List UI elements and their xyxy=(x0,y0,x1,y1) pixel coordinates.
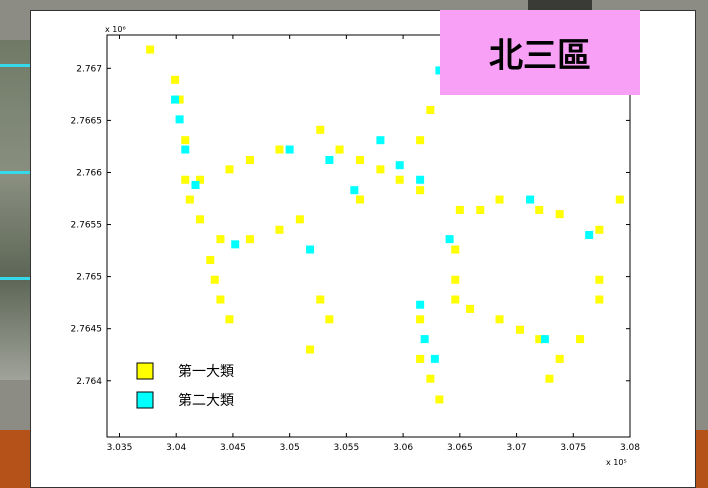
point xyxy=(456,206,464,214)
point xyxy=(356,196,364,204)
point xyxy=(595,276,603,284)
legend-label: 第二大類 xyxy=(178,392,234,409)
point xyxy=(556,355,564,363)
point xyxy=(306,246,314,254)
point xyxy=(171,76,179,84)
point xyxy=(451,276,459,284)
point xyxy=(226,315,234,323)
x-tick-label: 3.045 xyxy=(220,443,246,453)
legend-label: 第一大類 xyxy=(178,363,234,380)
point xyxy=(211,276,219,284)
point xyxy=(416,136,424,144)
slide: 3.035 3.04 3.045 3.05 3.055 3.06 3.065 3.07 3.07… xyxy=(0,0,708,488)
point xyxy=(466,305,474,313)
point xyxy=(421,335,429,343)
point xyxy=(396,176,404,184)
point xyxy=(356,156,364,164)
x-tick-label: 3.06 xyxy=(393,443,413,453)
point xyxy=(325,315,333,323)
point xyxy=(526,196,534,204)
point xyxy=(585,231,593,239)
x-tick-label: 3.07 xyxy=(507,443,527,453)
point xyxy=(595,296,603,304)
point xyxy=(416,176,424,184)
point xyxy=(576,335,584,343)
x-tick-label: 3.035 xyxy=(107,443,133,453)
point xyxy=(325,156,333,164)
point xyxy=(275,226,283,234)
y-tick-label: 2.7645 xyxy=(71,325,103,335)
point xyxy=(496,315,504,323)
y-tick-label: 2.766 xyxy=(76,168,102,178)
point xyxy=(246,156,254,164)
y-exponent: x 10⁶ xyxy=(105,25,126,34)
point xyxy=(146,46,154,54)
point xyxy=(246,235,254,243)
point xyxy=(396,161,404,169)
point xyxy=(616,196,624,204)
point xyxy=(446,235,454,243)
point xyxy=(336,146,344,154)
y-tick-label: 2.764 xyxy=(76,377,102,387)
point xyxy=(556,210,564,218)
point xyxy=(181,136,189,144)
y-tick-label: 2.765 xyxy=(76,273,102,283)
point xyxy=(350,186,358,194)
point xyxy=(451,246,459,254)
point xyxy=(306,346,314,354)
point xyxy=(476,206,484,214)
point xyxy=(181,176,189,184)
x-tick-label: 3.08 xyxy=(620,443,640,453)
point xyxy=(516,326,524,334)
y-tick-label: 2.7665 xyxy=(71,116,103,126)
y-tick-label: 2.767 xyxy=(76,64,102,74)
point xyxy=(216,296,224,304)
point xyxy=(535,206,543,214)
point xyxy=(426,375,434,383)
point xyxy=(196,215,204,223)
point xyxy=(595,226,603,234)
point xyxy=(186,196,194,204)
x-tick-label: 3.055 xyxy=(333,443,359,453)
x-exponent: x 10⁵ xyxy=(606,458,627,467)
point xyxy=(376,136,384,144)
point xyxy=(231,240,239,248)
x-tick-label: 3.065 xyxy=(447,443,473,453)
point xyxy=(416,355,424,363)
point xyxy=(435,396,443,404)
point xyxy=(171,96,179,104)
point xyxy=(416,301,424,309)
point xyxy=(376,165,384,173)
point xyxy=(431,355,439,363)
legend-swatch xyxy=(137,392,153,408)
y-tick-label: 2.7655 xyxy=(71,221,103,231)
x-tick-label: 3.075 xyxy=(560,443,586,453)
region-label: 北三區 xyxy=(440,10,640,95)
point xyxy=(496,196,504,204)
point xyxy=(216,235,224,243)
point xyxy=(541,335,549,343)
point xyxy=(416,315,424,323)
point xyxy=(275,146,283,154)
x-tick-label: 3.04 xyxy=(166,443,186,453)
point xyxy=(451,296,459,304)
legend-swatch xyxy=(137,363,153,379)
point xyxy=(181,146,189,154)
point xyxy=(226,165,234,173)
point xyxy=(176,115,184,123)
point xyxy=(191,181,199,189)
point xyxy=(296,215,304,223)
point xyxy=(316,296,324,304)
x-tick-label: 3.05 xyxy=(280,443,300,453)
point xyxy=(286,146,294,154)
point xyxy=(316,126,324,134)
point xyxy=(426,106,434,114)
point xyxy=(545,375,553,383)
point xyxy=(206,256,214,264)
point xyxy=(416,186,424,194)
